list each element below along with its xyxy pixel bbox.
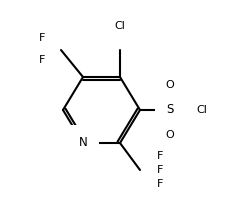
Text: F: F	[39, 33, 45, 43]
Text: F: F	[156, 179, 162, 189]
Text: Cl: Cl	[114, 21, 125, 31]
Text: F: F	[156, 165, 162, 175]
Text: F: F	[156, 151, 162, 161]
Text: S: S	[166, 104, 173, 116]
Text: Cl: Cl	[195, 105, 206, 115]
Text: F: F	[39, 55, 45, 65]
Text: O: O	[165, 80, 174, 90]
Text: N: N	[78, 136, 87, 149]
Text: O: O	[165, 130, 174, 140]
